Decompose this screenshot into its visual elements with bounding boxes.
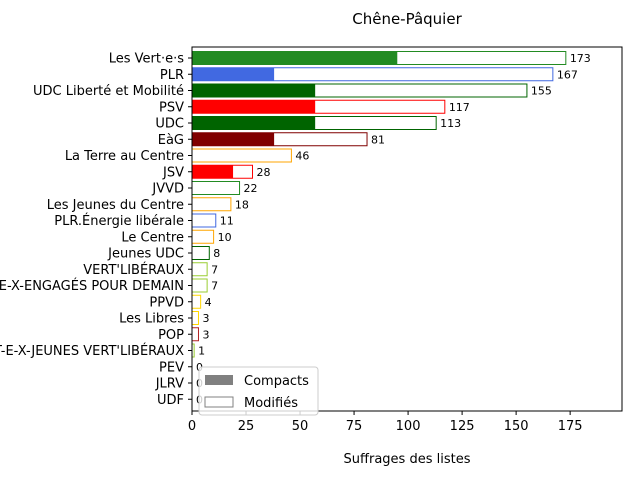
y-tick-label: JSV [162, 165, 184, 180]
legend-label-modifies: Modifiés [244, 396, 298, 411]
y-tick-label: UDC [155, 117, 184, 132]
value-label: 155 [531, 85, 552, 98]
bar-compacts [192, 67, 275, 81]
bar-modifies [191, 197, 232, 212]
bar-compacts [192, 165, 234, 179]
value-label: 117 [449, 101, 470, 114]
x-tick-label: 125 [450, 419, 475, 434]
y-tick-label: PPVD [149, 295, 184, 310]
y-tick-label: Jeunes UDC [107, 247, 184, 262]
y-tick-label: PLR.Énergie libérale [54, 213, 184, 229]
value-label: 173 [570, 52, 591, 65]
value-label: 18 [235, 198, 249, 211]
value-label: 1 [198, 345, 205, 358]
bar-modifies [191, 294, 202, 309]
value-label: 8 [213, 247, 220, 260]
x-tick-label: 100 [396, 419, 421, 434]
value-label: 7 [211, 263, 218, 276]
legend-label-compacts: Compacts [244, 374, 309, 389]
value-label: 7 [211, 280, 218, 293]
bar-compacts [192, 100, 316, 114]
value-label: 113 [440, 117, 461, 130]
bar-compacts [192, 84, 316, 97]
chart-title: Chêne-Pâquier [352, 10, 462, 28]
x-tick-label: 50 [292, 419, 309, 434]
bar-compacts [192, 51, 398, 65]
x-tick-label: 75 [346, 419, 363, 434]
x-axis-label: Suffrages des listes [344, 452, 471, 467]
value-label: 10 [218, 231, 232, 244]
bar-modifies [191, 278, 208, 293]
bar-modifies [191, 262, 208, 277]
value-label: 3 [202, 312, 209, 325]
bar-modifies [191, 311, 199, 325]
bar-modifies [191, 327, 199, 342]
y-tick-label: JLRV [155, 377, 184, 392]
value-label: 3 [202, 328, 209, 341]
y-tick-label: UDC Liberté et Mobilité [33, 84, 184, 99]
value-label: 11 [220, 215, 234, 228]
bar-modifies [191, 181, 241, 195]
x-tick-label: 175 [558, 419, 583, 434]
bar-modifies [191, 246, 210, 260]
x-axis: 0 25 50 75 100 125 150 175 [188, 411, 583, 434]
y-tick-label: PSV [159, 100, 184, 115]
y-tick-label: Le Centre [121, 230, 184, 245]
y-tick-label: LES VERT-E-X-JEUNES VERT'LIBÉRAUX [0, 343, 184, 359]
y-tick-label: VERT'LIBÉRAUX [83, 262, 184, 278]
value-label: 28 [257, 166, 271, 179]
y-tick-label: Les Vert·e·s [109, 52, 185, 67]
value-label: 4 [205, 296, 212, 309]
value-label: 22 [244, 182, 258, 195]
legend: Compacts Modifiés [198, 366, 319, 416]
bars-layer [191, 51, 567, 358]
y-tick-label: PEV [159, 360, 184, 375]
legend-swatch-modifies [204, 396, 234, 408]
bar-compacts [192, 132, 275, 146]
y-tick-label: EàG [158, 133, 184, 148]
y-tick-label: Les Libres [119, 312, 184, 327]
x-tick-label: 0 [188, 419, 196, 434]
x-tick-label: 150 [504, 419, 529, 434]
y-tick-label: JVVD [151, 182, 184, 197]
value-label: 46 [295, 150, 309, 163]
y-tick-label: LES VERT-E-X-ENGAGÉS POUR DEMAIN [0, 278, 184, 294]
value-label: 81 [371, 133, 385, 146]
bar-compacts [192, 116, 316, 130]
y-tick-label: UDF [157, 393, 184, 408]
bar-modifies [191, 148, 292, 163]
value-labels-layer: 173167155117113814628221811108774331000 [196, 52, 591, 406]
y-tick-label: PLR [160, 68, 184, 83]
plot-frame [191, 46, 623, 412]
x-tick-label: 25 [238, 419, 255, 434]
value-label: 167 [557, 68, 578, 81]
y-tick-label: Les Jeunes du Centre [47, 198, 184, 213]
value-label: 0 [196, 361, 203, 374]
bar-modifies [191, 229, 215, 244]
legend-swatch-compacts [205, 375, 233, 385]
bar-modifies [191, 213, 217, 228]
y-tick-label: POP [158, 328, 184, 343]
y-tick-label: La Terre au Centre [65, 149, 184, 164]
